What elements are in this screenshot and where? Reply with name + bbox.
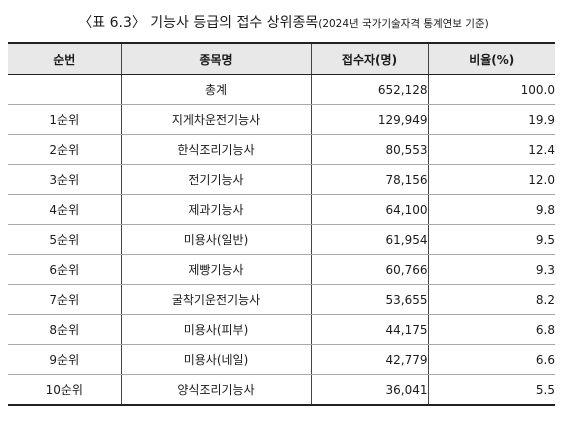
caption-title: 〈표 6.3〉 기능사 등급의 접수 상위종목 [78, 15, 319, 31]
header-count: 접수자(명) [310, 42, 429, 75]
cell-ratio: 9.8 [427, 194, 555, 225]
cell-ratio: 19.9 [427, 104, 555, 135]
cell-name: 한식조리기능사 [120, 134, 312, 165]
cell-name: 총계 [120, 74, 312, 105]
cell-ratio: 100.0 [427, 74, 555, 105]
cell-name: 전기기능사 [120, 164, 312, 195]
cell-rank: 6순위 [8, 254, 122, 285]
cell-ratio: 5.5 [427, 374, 555, 406]
cell-count: 61,954 [310, 224, 429, 255]
cell-ratio: 6.6 [427, 344, 555, 375]
table-header: 순번 종목명 접수자(명) 비율(%) [8, 42, 555, 75]
cell-name: 미용사(일반) [120, 224, 312, 255]
cell-rank: 2순위 [8, 134, 122, 165]
header-rank: 순번 [8, 42, 122, 75]
cell-ratio: 9.3 [427, 254, 555, 285]
cell-count: 42,779 [310, 344, 429, 375]
cell-count: 44,175 [310, 314, 429, 345]
table-row: 4순위 제과기능사 64,100 9.8 [8, 194, 555, 225]
cell-count: 80,553 [310, 134, 429, 165]
cell-ratio: 9.5 [427, 224, 555, 255]
table-row: 3순위 전기기능사 78,156 12.0 [8, 164, 555, 195]
header-row: 순번 종목명 접수자(명) 비율(%) [8, 42, 555, 75]
cell-rank: 10순위 [8, 374, 122, 406]
caption-source-note: (2024년 국가기술자격 통계연보 기준) [318, 18, 489, 30]
header-ratio: 비율(%) [427, 42, 555, 75]
cell-ratio: 12.0 [427, 164, 555, 195]
cell-ratio: 8.2 [427, 284, 555, 315]
cell-count: 78,156 [310, 164, 429, 195]
cell-name: 굴착기운전기능사 [120, 284, 312, 315]
table-row: 8순위 미용사(피부) 44,175 6.8 [8, 314, 555, 345]
table-row: 1순위 지게차운전기능사 129,949 19.9 [8, 104, 555, 135]
table-row: 7순위 굴착기운전기능사 53,655 8.2 [8, 284, 555, 315]
cell-name: 제빵기능사 [120, 254, 312, 285]
cell-count: 652,128 [310, 74, 429, 105]
cell-name: 양식조리기능사 [120, 374, 312, 406]
cell-name: 제과기능사 [120, 194, 312, 225]
table-row-total: 총계 652,128 100.0 [8, 74, 555, 105]
exam-applicants-table: 순번 종목명 접수자(명) 비율(%) 총계 652,128 100.0 1순위… [8, 42, 555, 406]
table-row: 2순위 한식조리기능사 80,553 12.4 [8, 134, 555, 165]
header-name: 종목명 [120, 42, 312, 75]
cell-rank: 8순위 [8, 314, 122, 345]
cell-rank: 4순위 [8, 194, 122, 225]
cell-rank: 7순위 [8, 284, 122, 315]
cell-rank: 5순위 [8, 224, 122, 255]
table-row: 6순위 제빵기능사 60,766 9.3 [8, 254, 555, 285]
cell-count: 60,766 [310, 254, 429, 285]
table-caption: 〈표 6.3〉 기능사 등급의 접수 상위종목(2024년 국가기술자격 통계연… [0, 12, 567, 34]
cell-rank: 1순위 [8, 104, 122, 135]
cell-name: 미용사(피부) [120, 314, 312, 345]
cell-rank [8, 74, 122, 105]
cell-count: 64,100 [310, 194, 429, 225]
table-body: 총계 652,128 100.0 1순위 지게차운전기능사 129,949 19… [8, 74, 555, 406]
table-row: 10순위 양식조리기능사 36,041 5.5 [8, 374, 555, 406]
table-row: 5순위 미용사(일반) 61,954 9.5 [8, 224, 555, 255]
cell-rank: 3순위 [8, 164, 122, 195]
cell-name: 미용사(네일) [120, 344, 312, 375]
cell-rank: 9순위 [8, 344, 122, 375]
cell-ratio: 6.8 [427, 314, 555, 345]
cell-name: 지게차운전기능사 [120, 104, 312, 135]
cell-count: 129,949 [310, 104, 429, 135]
cell-count: 36,041 [310, 374, 429, 406]
cell-ratio: 12.4 [427, 134, 555, 165]
table-row: 9순위 미용사(네일) 42,779 6.6 [8, 344, 555, 375]
cell-count: 53,655 [310, 284, 429, 315]
